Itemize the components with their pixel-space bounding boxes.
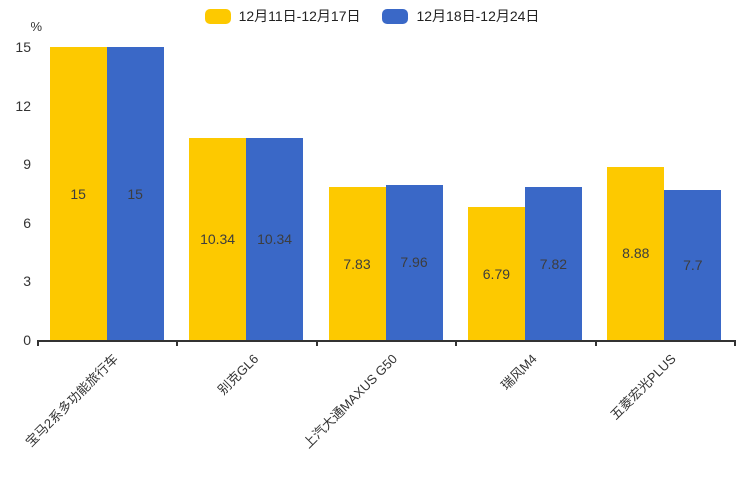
x-axis-category-label: 瑞风M4 <box>497 351 540 393</box>
x-axis-category-label: 五菱宏光PLUS <box>607 351 680 423</box>
bar-上汽大通MAXUS G50-series-1[interactable]: 7.96 <box>385 184 443 340</box>
bar-value-label: 6.79 <box>482 265 511 282</box>
x-axis-tick <box>594 340 597 346</box>
bar-瑞风M4-series-0[interactable]: 6.79 <box>467 207 525 340</box>
bar-五菱宏光PLUS-series-0[interactable]: 8.88 <box>607 166 665 340</box>
y-axis-tick-label: 9 <box>23 156 31 173</box>
bar-五菱宏光PLUS-series-1[interactable]: 7.7 <box>664 189 722 340</box>
bar-value-label: 8.88 <box>622 245 650 262</box>
bar-宝马2系多功能旅行车-series-1[interactable]: 15 <box>106 47 164 340</box>
x-axis-tick <box>176 340 179 346</box>
x-axis-category-label: 宝马2系多功能旅行车 <box>22 351 122 450</box>
bar-value-label: 7.83 <box>343 255 371 272</box>
x-axis-category-label: 别克GL6 <box>214 351 261 398</box>
bar-value-label: 7.96 <box>400 254 428 271</box>
x-axis-tick <box>37 340 39 346</box>
bar-value-label: 10.34 <box>257 231 293 247</box>
legend-swatch-icon <box>204 8 231 24</box>
bar-value-label: 10.34 <box>200 231 236 247</box>
y-axis-tick-label: 12 <box>15 97 31 114</box>
bar-别克GL6-series-1[interactable]: 10.34 <box>246 138 304 340</box>
bar-value-label: 15 <box>70 185 86 202</box>
legend-item-0[interactable]: 12月11日-12月17日 <box>204 6 361 26</box>
x-axis-tick <box>315 340 318 346</box>
x-axis-tick <box>455 340 458 346</box>
bar-别克GL6-series-0[interactable]: 10.34 <box>189 138 247 340</box>
bar-上汽大通MAXUS G50-series-0[interactable]: 7.83 <box>328 187 386 340</box>
y-axis-tick-label: 0 <box>23 332 31 348</box>
bar-宝马2系多功能旅行车-series-0[interactable]: 15 <box>49 47 107 340</box>
x-axis-tick <box>734 340 736 346</box>
legend: 12月11日-12月17日 12月18日-12月24日 <box>0 6 744 26</box>
bar-value-label: 7.7 <box>683 256 703 273</box>
y-axis-tick-label: 15 <box>15 39 31 55</box>
bar-value-label: 7.82 <box>539 255 568 272</box>
legend-swatch-icon <box>382 8 409 24</box>
bar-瑞风M4-series-1[interactable]: 7.82 <box>524 187 582 340</box>
x-axis-category-label: 上汽大通MAXUS G50 <box>300 351 401 452</box>
legend-item-1[interactable]: 12月18日-12月24日 <box>382 6 539 26</box>
bar-value-label: 15 <box>127 185 143 202</box>
y-axis-tick-label: 6 <box>23 214 31 231</box>
legend-label: 12月11日-12月17日 <box>238 8 361 24</box>
y-axis-unit-label: % <box>30 19 42 34</box>
legend-label: 12月18日-12月24日 <box>416 8 540 24</box>
y-axis-tick-label: 3 <box>23 273 31 290</box>
x-axis-line <box>37 340 736 342</box>
